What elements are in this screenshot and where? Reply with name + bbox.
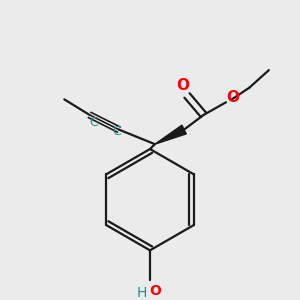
- Text: C: C: [112, 125, 121, 138]
- Text: H: H: [137, 286, 147, 300]
- Text: C: C: [89, 116, 98, 129]
- Text: O: O: [149, 284, 161, 298]
- Text: O: O: [177, 78, 190, 93]
- Text: O: O: [226, 90, 239, 105]
- Polygon shape: [155, 125, 186, 144]
